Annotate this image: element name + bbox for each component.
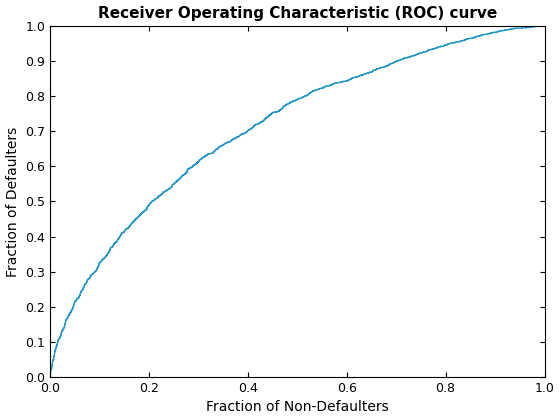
Title: Receiver Operating Characteristic (ROC) curve: Receiver Operating Characteristic (ROC) … [97, 5, 497, 21]
Y-axis label: Fraction of Defaulters: Fraction of Defaulters [6, 126, 20, 277]
X-axis label: Fraction of Non-Defaulters: Fraction of Non-Defaulters [206, 400, 389, 415]
